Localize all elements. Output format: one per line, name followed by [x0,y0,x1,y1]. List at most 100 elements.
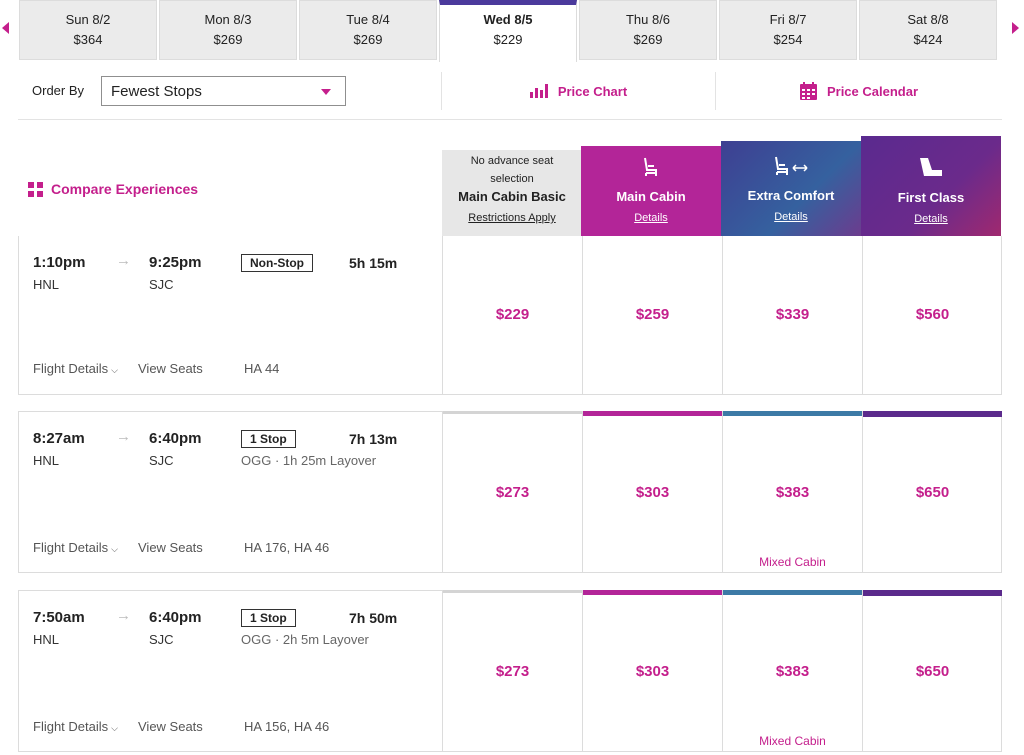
layover-info: OGG · 1h 25m Layover [241,453,377,468]
date-tab-sat[interactable]: Sat 8/8 $424 [859,0,997,60]
fare-price: $303 [635,663,670,680]
date-tab-wed-selected[interactable]: Wed 8/5 $229 [439,0,577,62]
fare-extra-comfort[interactable]: $339 [722,236,862,394]
compare-experiences-label: Compare Experiences [51,181,199,197]
date-tab-price: $254 [773,32,803,47]
cabin-color-bar [863,411,1002,417]
price-chart-button[interactable]: Price Chart [442,72,715,110]
date-tab-mon[interactable]: Mon 8/3 $269 [159,0,297,60]
date-tab-price: $269 [213,32,243,47]
cabin-color-bar [863,590,1002,596]
date-tab-day: Sun 8/2 [65,12,111,27]
date-tab-fri[interactable]: Fri 8/7 $254 [719,0,857,60]
date-tab-thu[interactable]: Thu 8/6 $269 [579,0,717,60]
fare-main-basic[interactable]: $273 [442,590,582,751]
origin-code: HNL [33,453,60,468]
flight-info: 1:10pm → 9:25pm Non-Stop 5h 15m HNL SJC … [19,236,442,394]
flight-duration: 5h 15m [349,255,398,271]
route-arrow-icon: → [116,252,131,269]
date-strip: Sun 8/2 $364 Mon 8/3 $269 Tue 8/4 $269 W… [0,0,1024,62]
date-tab-day: Thu 8/6 [625,12,671,27]
fare-main-cabin[interactable]: $259 [582,236,722,394]
fare-price: $383 [775,484,810,501]
flight-row: 7:50am → 6:40pm 1 Stop 7h 50m HNL SJC OG… [18,590,1002,752]
view-seats-link[interactable]: View Seats [138,719,203,734]
flight-details-link[interactable]: Flight Details ⌵ [33,361,118,376]
seat-icon [644,157,657,176]
cabin-color-bar [443,590,582,593]
cabin-color-bar [583,411,722,416]
flight-numbers: HA 156, HA 46 [244,719,330,734]
date-tab-sun[interactable]: Sun 8/2 $364 [19,0,157,60]
cabin-color-bar [583,590,722,595]
price-calendar-label: Price Calendar [826,83,919,99]
fare-first-class[interactable]: $650 [862,411,1002,572]
compare-experiences-link[interactable]: Compare Experiences [28,181,198,197]
date-tab-price: $269 [633,32,663,47]
toolbar-divider [441,72,442,110]
arrive-time: 9:25pm [149,254,202,271]
flight-row: 1:10pm → 9:25pm Non-Stop 5h 15m HNL SJC … [18,236,1002,395]
fare-main-cabin[interactable]: $303 [582,411,722,572]
fare-first-class[interactable]: $560 [862,236,1002,394]
fare-price: $273 [495,663,530,680]
arrive-time: 6:40pm [149,430,202,447]
price-chart-label: Price Chart [557,83,628,99]
depart-time: 8:27am [33,430,85,447]
first-class-details-link[interactable]: Details [914,213,948,225]
cabin-first-name: First Class [897,190,965,205]
chevron-down-icon: ⌵ [111,365,118,375]
fare-extra-comfort[interactable]: $383 Mixed Cabin [722,590,862,751]
date-tab-day: Fri 8/7 [769,12,807,27]
flight-details-link[interactable]: Flight Details ⌵ [33,719,118,734]
flight-details-label: Flight Details [33,361,109,376]
chevron-down-icon: ⌵ [111,723,118,733]
extra-comfort-details-link[interactable]: Details [774,211,808,223]
date-tab-tue[interactable]: Tue 8/4 $269 [299,0,437,60]
arrive-time: 6:40pm [149,609,202,626]
fare-price: $560 [915,306,950,323]
mixed-cabin-note: Mixed Cabin [759,555,826,569]
cabin-basic-name: Main Cabin Basic [458,189,566,204]
calendar-icon [799,82,817,100]
date-tab-day: Mon 8/3 [204,12,252,27]
restrictions-apply-link[interactable]: Restrictions Apply [468,212,556,224]
fare-main-basic[interactable]: $229 [442,236,582,394]
flight-details-label: Flight Details [33,540,109,555]
depart-time: 1:10pm [33,254,86,271]
flight-details-label: Flight Details [33,719,109,734]
date-tab-day: Sat 8/8 [907,12,949,27]
cabin-color-bar [443,411,582,414]
main-cabin-details-link[interactable]: Details [634,212,668,224]
grid-icon [28,181,43,197]
fare-main-cabin[interactable]: $303 [582,590,722,751]
next-dates-arrow-icon[interactable] [1012,22,1019,34]
date-tab-price: $424 [913,32,943,47]
date-tab-price: $364 [73,32,103,47]
flight-details-link[interactable]: Flight Details ⌵ [33,540,118,555]
fare-extra-comfort[interactable]: $383 Mixed Cabin [722,411,862,572]
first-class-seat-icon [920,158,942,176]
fare-price: $273 [495,484,530,501]
fare-price: $303 [635,484,670,501]
fare-main-basic[interactable]: $273 [442,411,582,572]
flight-info: 7:50am → 6:40pm 1 Stop 7h 50m HNL SJC OG… [19,591,442,751]
order-by-select[interactable]: Fewest Stops [101,76,346,106]
flight-numbers: HA 44 [244,361,280,376]
view-seats-link[interactable]: View Seats [138,540,203,555]
cabin-color-bar [723,411,862,416]
price-calendar-button[interactable]: Price Calendar [716,72,1002,110]
origin-code: HNL [33,277,60,292]
toolbar-divider [715,72,716,110]
cabin-basic-note: No advance seat selection [470,155,554,185]
view-seats-link[interactable]: View Seats [138,361,203,376]
fare-first-class[interactable]: $650 [862,590,1002,751]
bar-chart-icon [529,84,548,98]
destination-code: SJC [149,277,174,292]
flight-numbers: HA 176, HA 46 [244,540,330,555]
fare-price: $229 [495,306,530,323]
chevron-down-icon: ⌵ [111,544,118,554]
previous-dates-arrow-icon[interactable] [2,22,9,34]
cabin-header-extra-comfort: Extra Comfort Details [721,141,861,236]
date-tab-day: Tue 8/4 [346,12,390,27]
